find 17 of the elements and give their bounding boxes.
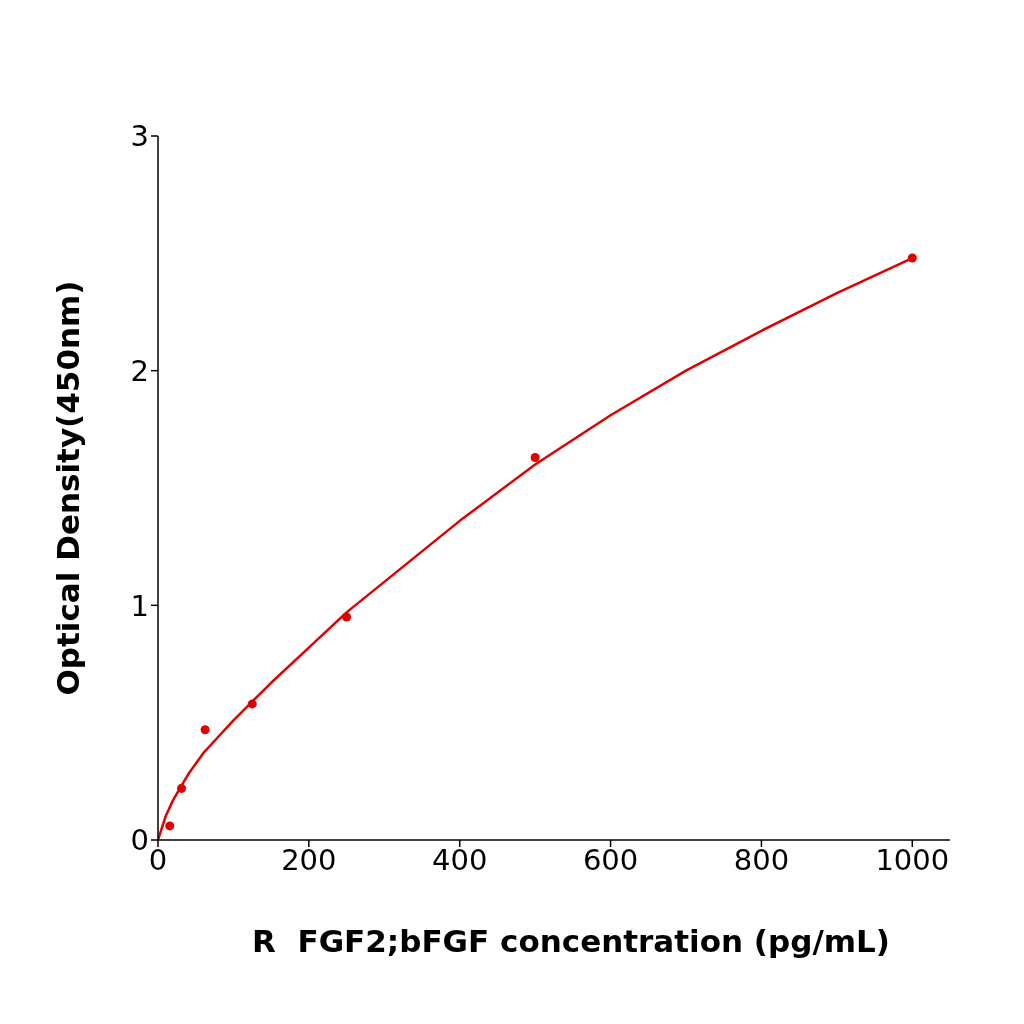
x-tick-label: 1000 — [875, 842, 950, 877]
x-axis-title: R FGF2;bFGF concentration (pg/mL) — [252, 923, 890, 959]
point — [530, 452, 540, 462]
point — [247, 699, 257, 709]
y-tick-label: 2 — [130, 353, 149, 388]
y-tick-label: 1 — [130, 588, 149, 623]
point — [200, 725, 210, 735]
point — [907, 253, 917, 263]
x-tick-label: 600 — [582, 842, 639, 877]
y-axis-title: Optical Density(450nm) — [50, 280, 87, 696]
x-tick-label: 400 — [432, 842, 488, 877]
point — [165, 821, 175, 831]
y-tick-label: 3 — [130, 119, 149, 154]
x-tick-label: 800 — [733, 842, 790, 877]
point — [342, 612, 352, 622]
x-tick-label: 200 — [281, 842, 337, 877]
point — [177, 783, 187, 793]
